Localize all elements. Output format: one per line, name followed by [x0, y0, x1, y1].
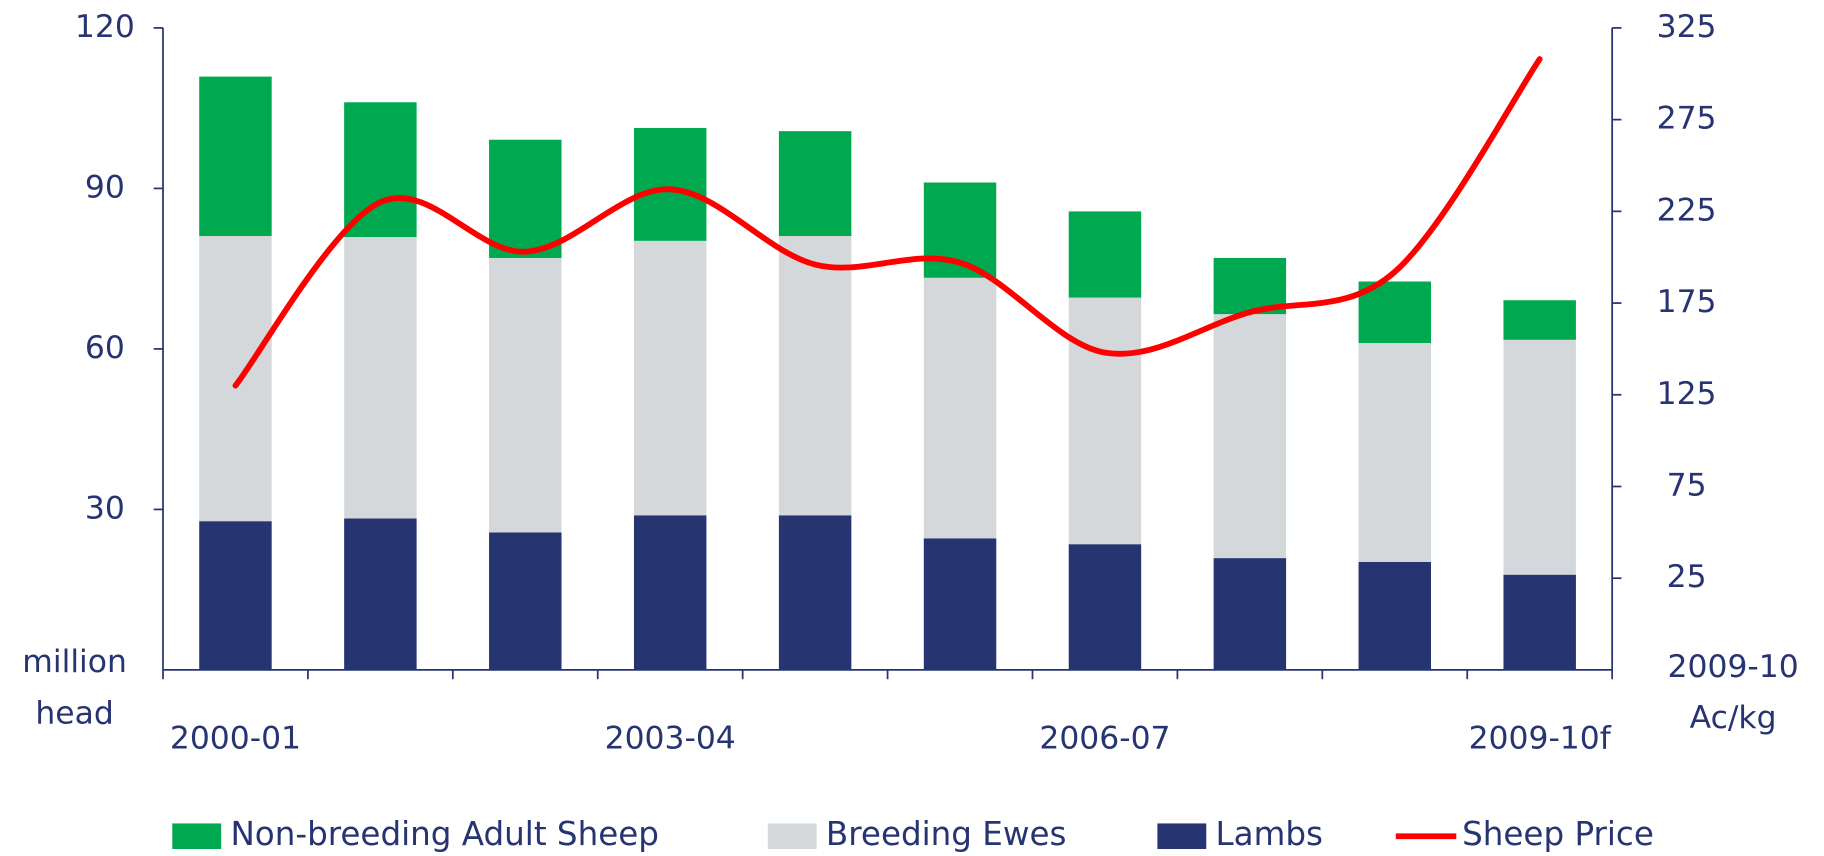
- bar-segment: [633, 515, 707, 670]
- x-tick-label: 2003-04: [605, 721, 736, 757]
- bar-segment: [633, 240, 707, 516]
- bar-segment: [344, 102, 417, 238]
- bar-segment: [1213, 314, 1287, 559]
- bar-segment: [1358, 561, 1432, 670]
- price-line: [232, 56, 1543, 389]
- bar-segment: [923, 538, 997, 670]
- x-tick-label: 2009-10f: [1469, 721, 1612, 757]
- bar-segment: [1503, 574, 1576, 670]
- y2-tick-label: 25: [1667, 559, 1707, 595]
- bar-segment: [199, 521, 272, 670]
- bar-segment: [1068, 297, 1142, 545]
- legend-label: Non-breeding Adult Sheep: [230, 815, 658, 853]
- y-tick-label: 120: [75, 9, 135, 45]
- bar-segment: [778, 515, 852, 670]
- x-tick-label: 2000-01: [170, 721, 301, 757]
- legend-swatch: [172, 823, 222, 850]
- y2-axis-label-box: 2009-10 Ac/kg: [1667, 648, 1799, 737]
- bar-segment: [1358, 343, 1432, 562]
- legend-swatch: [1157, 823, 1207, 850]
- bar-segment: [1068, 211, 1142, 298]
- bar-segment: [633, 127, 707, 241]
- y2-axis-label: 2009-10 Ac/kg: [1667, 648, 1799, 737]
- bar-segment: [344, 237, 417, 519]
- y2-tick-label: 75: [1667, 467, 1707, 503]
- x-tick-label: 2006-07: [1039, 721, 1170, 757]
- y2-tick-label: 125: [1657, 376, 1717, 412]
- y2-tick-label: 225: [1657, 192, 1717, 228]
- y-axis-label: million head: [22, 644, 127, 732]
- legend-swatch: [767, 823, 817, 850]
- bar-segment: [344, 518, 417, 670]
- y-tick-label: 90: [85, 169, 125, 205]
- legend-label: Sheep Price: [1462, 815, 1654, 853]
- y-axis-label-box: million head: [22, 644, 127, 732]
- bar-segment: [199, 236, 272, 522]
- y-tick-label: 60: [85, 330, 125, 366]
- bar-segment: [778, 131, 852, 237]
- bar-segment: [923, 277, 997, 539]
- y2-tick-label: 175: [1657, 284, 1717, 320]
- y2-tick-label: 325: [1657, 9, 1717, 45]
- y2-tick-label: 275: [1657, 101, 1717, 137]
- bar-segment: [1068, 544, 1142, 670]
- bar-segment: [1503, 300, 1576, 340]
- bar-segment: [489, 257, 562, 533]
- legend-label: Lambs: [1216, 815, 1323, 853]
- bar-segment: [1503, 339, 1576, 575]
- bar-segment: [489, 139, 562, 258]
- bar-segment: [489, 532, 562, 670]
- bar-segment: [778, 236, 852, 516]
- bar-segment: [1213, 558, 1287, 670]
- bar-segment: [199, 76, 272, 237]
- y-tick-label: 30: [85, 490, 125, 526]
- legend-label: Breeding Ewes: [826, 815, 1067, 853]
